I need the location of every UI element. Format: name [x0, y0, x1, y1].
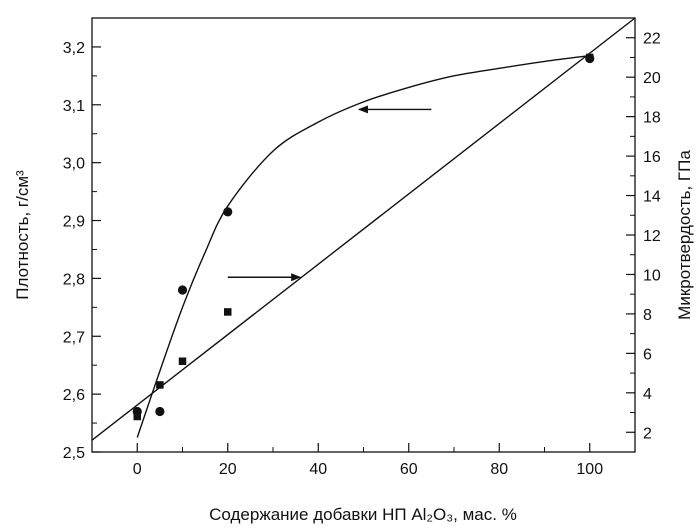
- axis-indicator-arrows: [227, 105, 432, 282]
- x-tick-label: 60: [400, 461, 418, 478]
- left-y-tick-label: 2,5: [63, 445, 85, 462]
- left-y-tick-label: 2,7: [63, 329, 85, 346]
- right-y-tick-label: 12: [643, 228, 661, 245]
- right-y-tick-label: 8: [643, 307, 652, 324]
- left-y-tick-label: 2,6: [63, 387, 85, 404]
- x-tick-label: 100: [576, 461, 603, 478]
- right-y-tick-label: 22: [643, 31, 661, 48]
- microhardness-point: [156, 381, 164, 389]
- right-y-tick-label: 20: [643, 70, 661, 87]
- right-y-tick-label: 4: [643, 386, 652, 403]
- data-points: [132, 53, 595, 421]
- x-axis-label: Содержание добавки НП Al₂O₃, мас. %: [209, 505, 517, 524]
- x-tick-label: 80: [490, 461, 508, 478]
- x-tick-label: 40: [309, 461, 327, 478]
- left-y-tick-label: 3,0: [63, 156, 85, 173]
- right-y-tick-label: 18: [643, 110, 661, 127]
- left-y-axis-label: Плотность, г/см³: [13, 170, 32, 300]
- x-tick-label: 0: [133, 461, 142, 478]
- right-y-tick-label: 2: [643, 425, 652, 442]
- density-point: [223, 207, 233, 217]
- right-y-axis-label: Микротвердость, ГПа: [675, 150, 694, 320]
- plot-frame: [91, 17, 636, 453]
- microhardness-point: [178, 357, 187, 366]
- fit-curves: [91, 17, 636, 441]
- microhardness-fit-line: [91, 17, 636, 441]
- density-point: [177, 285, 188, 295]
- x-axis-ticks: 0 20 40 60 80 100: [91, 443, 636, 478]
- left-y-tick-label: 2,8: [63, 271, 85, 288]
- left-y-tick-label: 2,9: [63, 214, 85, 231]
- left-y-tick-label: 3,2: [63, 40, 85, 57]
- right-y-axis-ticks: 2 4 6 8 10 12 14 16 18 20 22: [626, 17, 661, 453]
- right-y-tick-label: 14: [643, 189, 661, 206]
- x-tick-label: 20: [219, 461, 237, 478]
- microhardness-point: [586, 53, 594, 62]
- microhardness-point: [133, 412, 141, 421]
- density-fit-curve: [136, 54, 590, 438]
- right-y-tick-label: 10: [643, 267, 661, 284]
- density-point: [155, 406, 165, 417]
- right-y-tick-label: 16: [643, 149, 661, 166]
- left-y-axis-ticks: 2,5 2,6 2,7 2,8 2,9 3,0 3,1 3,2: [63, 17, 101, 462]
- microhardness-point: [224, 308, 232, 316]
- left-y-tick-label: 3,1: [63, 98, 85, 115]
- right-y-tick-label: 6: [643, 346, 652, 363]
